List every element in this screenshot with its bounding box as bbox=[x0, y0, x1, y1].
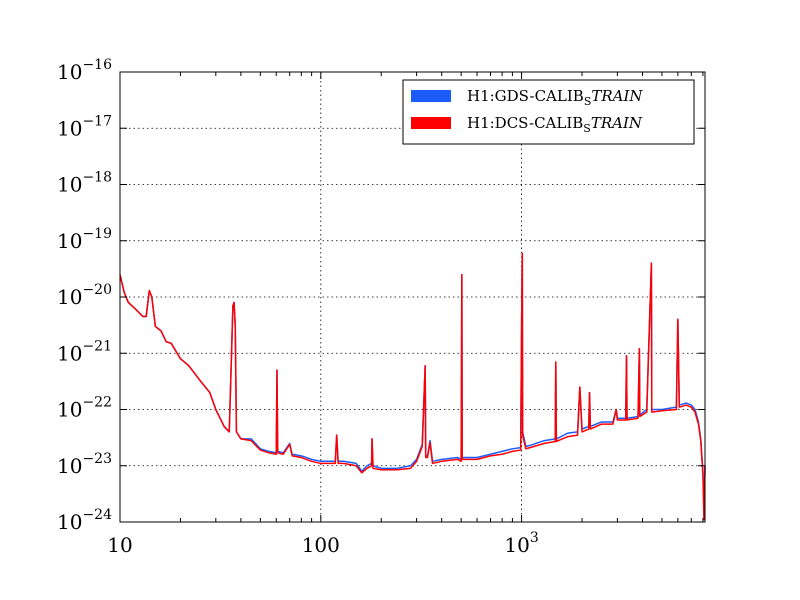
y-tick-exponent: −23 bbox=[82, 451, 112, 467]
legend-swatch-gds bbox=[411, 90, 451, 102]
axis-ticks: 10 100 10310−2410−2310−2210−2110−2010−1910… bbox=[57, 57, 705, 557]
legend-label-gds: H1:GDS-CALIBSTRAIN bbox=[467, 87, 643, 108]
x-tick-label: 103 bbox=[504, 530, 538, 557]
x-tick-label: 100 bbox=[302, 533, 340, 557]
x-tick-exponent: 3 bbox=[530, 530, 539, 546]
y-tick-exponent: −19 bbox=[82, 226, 112, 242]
x-tick-label: 10 bbox=[107, 533, 132, 557]
y-tick-base: 10 bbox=[57, 229, 82, 253]
y-tick-exponent: −18 bbox=[82, 170, 112, 186]
y-tick-exponent: −20 bbox=[82, 282, 112, 298]
y-tick-exponent: −24 bbox=[82, 507, 112, 523]
y-tick-label: 10−20 bbox=[57, 282, 112, 309]
x-tick-base: 10 bbox=[504, 533, 529, 557]
y-tick-label: 10−22 bbox=[57, 395, 112, 422]
y-tick-label: 10−17 bbox=[57, 113, 112, 140]
y-tick-base: 10 bbox=[57, 454, 82, 478]
y-tick-base: 10 bbox=[57, 116, 82, 140]
y-tick-exponent: −22 bbox=[82, 395, 112, 411]
y-tick-exponent: −17 bbox=[82, 113, 112, 129]
y-tick-base: 10 bbox=[57, 510, 82, 534]
y-tick-label: 10−21 bbox=[57, 338, 112, 365]
y-tick-base: 10 bbox=[57, 285, 82, 309]
x-tick-base: 100 bbox=[302, 533, 340, 557]
y-tick-label: 10−19 bbox=[57, 226, 112, 253]
y-tick-label: 10−24 bbox=[57, 507, 112, 534]
y-tick-label: 10−23 bbox=[57, 451, 112, 478]
y-tick-base: 10 bbox=[57, 341, 82, 365]
x-tick-base: 10 bbox=[107, 533, 132, 557]
legend-label-dcs: H1:DCS-CALIBSTRAIN bbox=[467, 114, 643, 135]
y-tick-base: 10 bbox=[57, 173, 82, 197]
legend-swatch-dcs bbox=[411, 117, 451, 129]
y-tick-exponent: −16 bbox=[82, 57, 112, 73]
legend-box bbox=[402, 79, 695, 145]
legend: H1:GDS-CALIBSTRAIN H1:DCS-CALIBSTRAIN bbox=[402, 79, 695, 145]
y-tick-label: 10−16 bbox=[57, 57, 112, 84]
y-tick-base: 10 bbox=[57, 398, 82, 422]
series-lines bbox=[119, 252, 706, 521]
y-tick-base: 10 bbox=[57, 60, 82, 84]
series-line-dcs bbox=[119, 252, 706, 521]
y-tick-exponent: −21 bbox=[82, 338, 112, 354]
y-tick-label: 10−18 bbox=[57, 170, 112, 197]
